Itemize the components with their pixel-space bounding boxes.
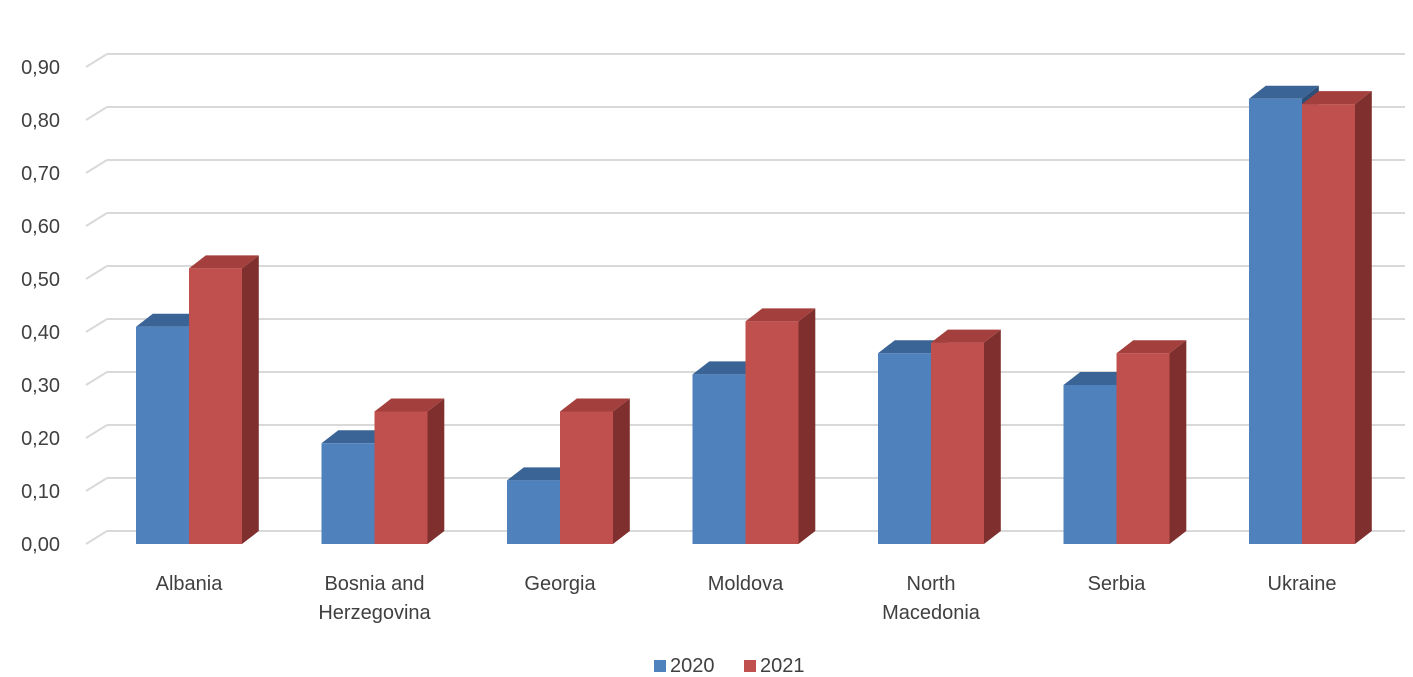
bars — [136, 85, 1372, 545]
y-tick-label: 0,10 — [21, 481, 60, 503]
grid-diagonal — [85, 265, 108, 280]
x-tick-label: Bosnia and — [324, 573, 424, 595]
bar-front — [931, 342, 984, 544]
bar-front — [1116, 353, 1170, 544]
bar-front — [1063, 385, 1117, 544]
x-tick-label: Albania — [156, 573, 224, 595]
x-tick-label: Ukraine — [1268, 573, 1337, 595]
grid-diagonal — [85, 424, 108, 439]
x-tick-label: Moldova — [708, 573, 784, 595]
bar-2021-6 — [1302, 91, 1372, 544]
bar-2021-5 — [1116, 340, 1187, 544]
bar-side — [1169, 340, 1187, 544]
bar-2021-3 — [745, 308, 816, 544]
grid-diagonal — [85, 159, 108, 174]
x-axis-labels: Albania Bosnia and Herzegovina Georgia Moldo… — [156, 573, 1337, 624]
bar-front — [136, 326, 189, 544]
bar-front — [692, 374, 746, 544]
bar-top — [1116, 340, 1187, 354]
y-tick-label: 0,00 — [21, 534, 60, 556]
bar-top — [878, 340, 948, 354]
grid-diagonal — [85, 530, 108, 545]
bar-top — [136, 313, 206, 327]
x-tick-label: Georgia — [524, 573, 596, 595]
bar-front — [507, 480, 560, 544]
bar-top — [560, 398, 630, 412]
bar-front — [1302, 104, 1355, 544]
y-axis-ticks: 0,00 0,10 0,20 0,30 0,40 0,50 0,60 0,70 0,80 0,90 — [21, 57, 60, 556]
bar-2021-0 — [189, 255, 259, 544]
grid-diagonal — [85, 53, 108, 68]
bar-top — [321, 430, 392, 444]
bar-top — [189, 255, 259, 269]
bar-2021-4 — [931, 329, 1001, 544]
bar-top — [1302, 91, 1372, 105]
bar-front — [321, 443, 375, 544]
bar-side — [798, 308, 816, 544]
bar-front — [878, 353, 931, 544]
y-tick-label: 0,40 — [21, 322, 60, 344]
bar-top — [1249, 85, 1319, 99]
bar-side — [242, 255, 259, 544]
bar-top — [745, 308, 816, 322]
y-tick-label: 0,30 — [21, 375, 60, 397]
bar-front — [1249, 98, 1302, 545]
y-tick-label: 0,60 — [21, 216, 60, 238]
legend-label: 2020 — [670, 655, 715, 677]
legend-swatch — [654, 660, 666, 672]
grid-diagonal — [85, 477, 108, 492]
bar-top — [374, 398, 445, 412]
bar-top — [931, 329, 1001, 343]
bar-2021-1 — [374, 398, 445, 544]
y-tick-label: 0,20 — [21, 428, 60, 450]
bar-2021-2 — [560, 398, 630, 544]
y-tick-label: 0,80 — [21, 110, 60, 132]
bar-front — [189, 268, 242, 544]
bar-front — [745, 321, 799, 544]
grid-diagonal — [85, 212, 108, 227]
x-tick-label: Herzegovina — [318, 602, 431, 624]
bar-top — [692, 361, 763, 375]
bar-front — [560, 411, 613, 544]
legend-swatch — [744, 660, 756, 672]
bar-front — [374, 411, 428, 544]
x-tick-label: Macedonia — [882, 602, 981, 624]
bar-top — [507, 467, 577, 481]
legend: 2020 2021 — [654, 655, 805, 677]
bar-side — [1355, 91, 1372, 544]
legend-label: 2021 — [760, 655, 805, 677]
bar-top — [1063, 372, 1134, 385]
y-tick-label: 0,70 — [21, 163, 60, 185]
bar-side — [984, 329, 1001, 544]
x-tick-label: Serbia — [1088, 573, 1147, 595]
y-tick-label: 0,90 — [21, 57, 60, 79]
y-tick-label: 0,50 — [21, 269, 60, 291]
bar-side — [427, 398, 445, 544]
grid-diagonal — [85, 371, 108, 386]
grid-diagonal — [85, 318, 108, 333]
x-tick-label: North — [907, 573, 956, 595]
grid-diagonal — [85, 106, 108, 121]
bar-side — [613, 398, 630, 544]
